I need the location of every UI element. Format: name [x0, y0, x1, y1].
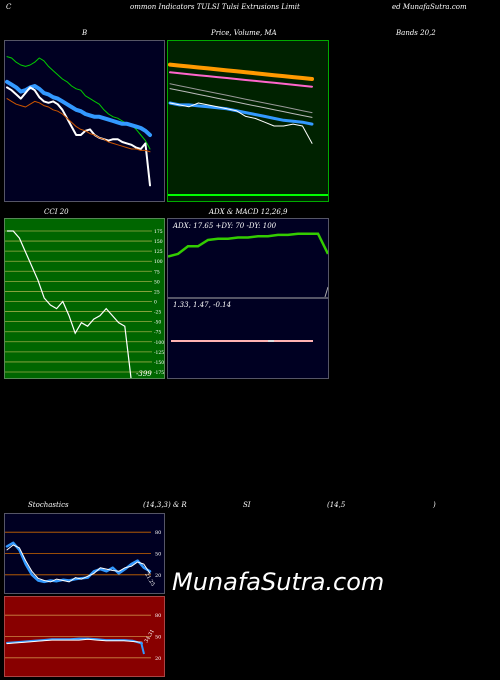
stoch-tick-label: 80 — [155, 530, 161, 536]
macd-chart — [171, 340, 313, 342]
label-bands: Bands 20,2 — [396, 29, 436, 37]
cci-tick-label: 50 — [154, 279, 160, 285]
rsi-tail — [140, 641, 145, 655]
bollinger-series-3 — [6, 98, 151, 153]
cci-panel: 175 150 125 100 75 50 25 0 -25 -50 -75 -100 -125 -150… — [4, 218, 165, 379]
cci-line — [7, 230, 132, 378]
adx-chart — [168, 232, 328, 297]
bollinger-panel — [4, 40, 165, 202]
rsi-series-0 — [6, 637, 143, 645]
cci-tick-label: 75 — [154, 269, 160, 275]
cci-tick-label: 150 — [154, 239, 163, 245]
watermark: MunafaSutra.com — [172, 568, 385, 596]
cci-tick-label: -100 — [154, 340, 164, 346]
price-panel — [167, 40, 329, 202]
cci-tick-label: 175 — [154, 229, 163, 235]
label-bollinger: B — [82, 29, 88, 37]
label-stochastics: Stochastics — [28, 501, 69, 509]
stoch-tick-label: 20 — [155, 573, 161, 579]
rsi-tick-label: 80 — [155, 613, 161, 619]
cci-tick-label: -150 — [154, 360, 164, 366]
cci-tick-label: 25 — [154, 289, 160, 295]
price-series-1 — [169, 71, 313, 88]
rsi-panel: 80 50 20 34.31 — [4, 596, 165, 677]
price-chart — [168, 62, 328, 196]
stochastics-panel: 80 50 20 21.25 — [4, 513, 165, 594]
cci-tick-label: 100 — [154, 259, 163, 265]
cci-tick-label: -75 — [154, 330, 161, 336]
bollinger-chart — [5, 56, 152, 187]
cci-last-label: -399 — [136, 370, 152, 378]
stoch-series-1 — [6, 544, 151, 583]
stoch-series-0 — [5, 541, 152, 584]
adx-values: ADX: 17.65 +DY: 70 -DY: 100 — [173, 222, 277, 230]
rsi-tick-label: 50 — [155, 635, 161, 641]
cci-tick-label: 0 — [154, 300, 157, 306]
price-series-0 — [168, 62, 314, 81]
label-price: Price, Volume, MA — [211, 29, 277, 37]
macd-values: 1.33, 1.47, -0.14 — [173, 301, 232, 309]
adx-line — [168, 232, 328, 258]
label-rsi-close: ) — [433, 501, 436, 509]
adx-panel: ADX: 17.65 +DY: 70 -DY: 100 — [167, 218, 329, 298]
label-rsi-params: (14,5 — [327, 501, 346, 509]
cci-tick-label: -25 — [154, 310, 161, 316]
cci-tick-label: -175 — [154, 370, 164, 376]
header-title: ommon Indicators TULSI Tulsi Extrusions … — [130, 3, 300, 11]
adx-tail — [324, 286, 328, 297]
price-series-2 — [169, 83, 313, 114]
label-stoch-params: (14,3,3) & R — [143, 501, 187, 509]
label-cci: CCI 20 — [44, 208, 69, 216]
bollinger-series-2 — [6, 86, 151, 187]
price-series-4 — [169, 102, 313, 144]
macd-histogram-bar — [268, 340, 274, 342]
cci-chart: 175 150 125 100 75 50 25 0 -25 -50 -75 -100 -125 -150… — [5, 229, 164, 378]
stoch-tick-label: 50 — [155, 552, 161, 558]
rsi-tick-label: 20 — [155, 656, 161, 662]
header-c: C — [6, 3, 12, 11]
rsi-series-1 — [6, 638, 143, 645]
header-site: ed MunafaSutra.com — [392, 3, 467, 11]
label-adx-macd: ADX & MACD 12,26,9 — [209, 208, 288, 216]
cci-tick-label: -50 — [154, 320, 161, 326]
cci-tick-label: 125 — [154, 249, 163, 255]
stoch-last-label: 21.25 — [143, 572, 155, 587]
cci-tick-label: -125 — [154, 350, 164, 356]
macd-panel: 1.33, 1.47, -0.14 — [167, 298, 329, 379]
label-si: SI — [243, 501, 251, 509]
price-series-2b — [169, 88, 313, 118]
